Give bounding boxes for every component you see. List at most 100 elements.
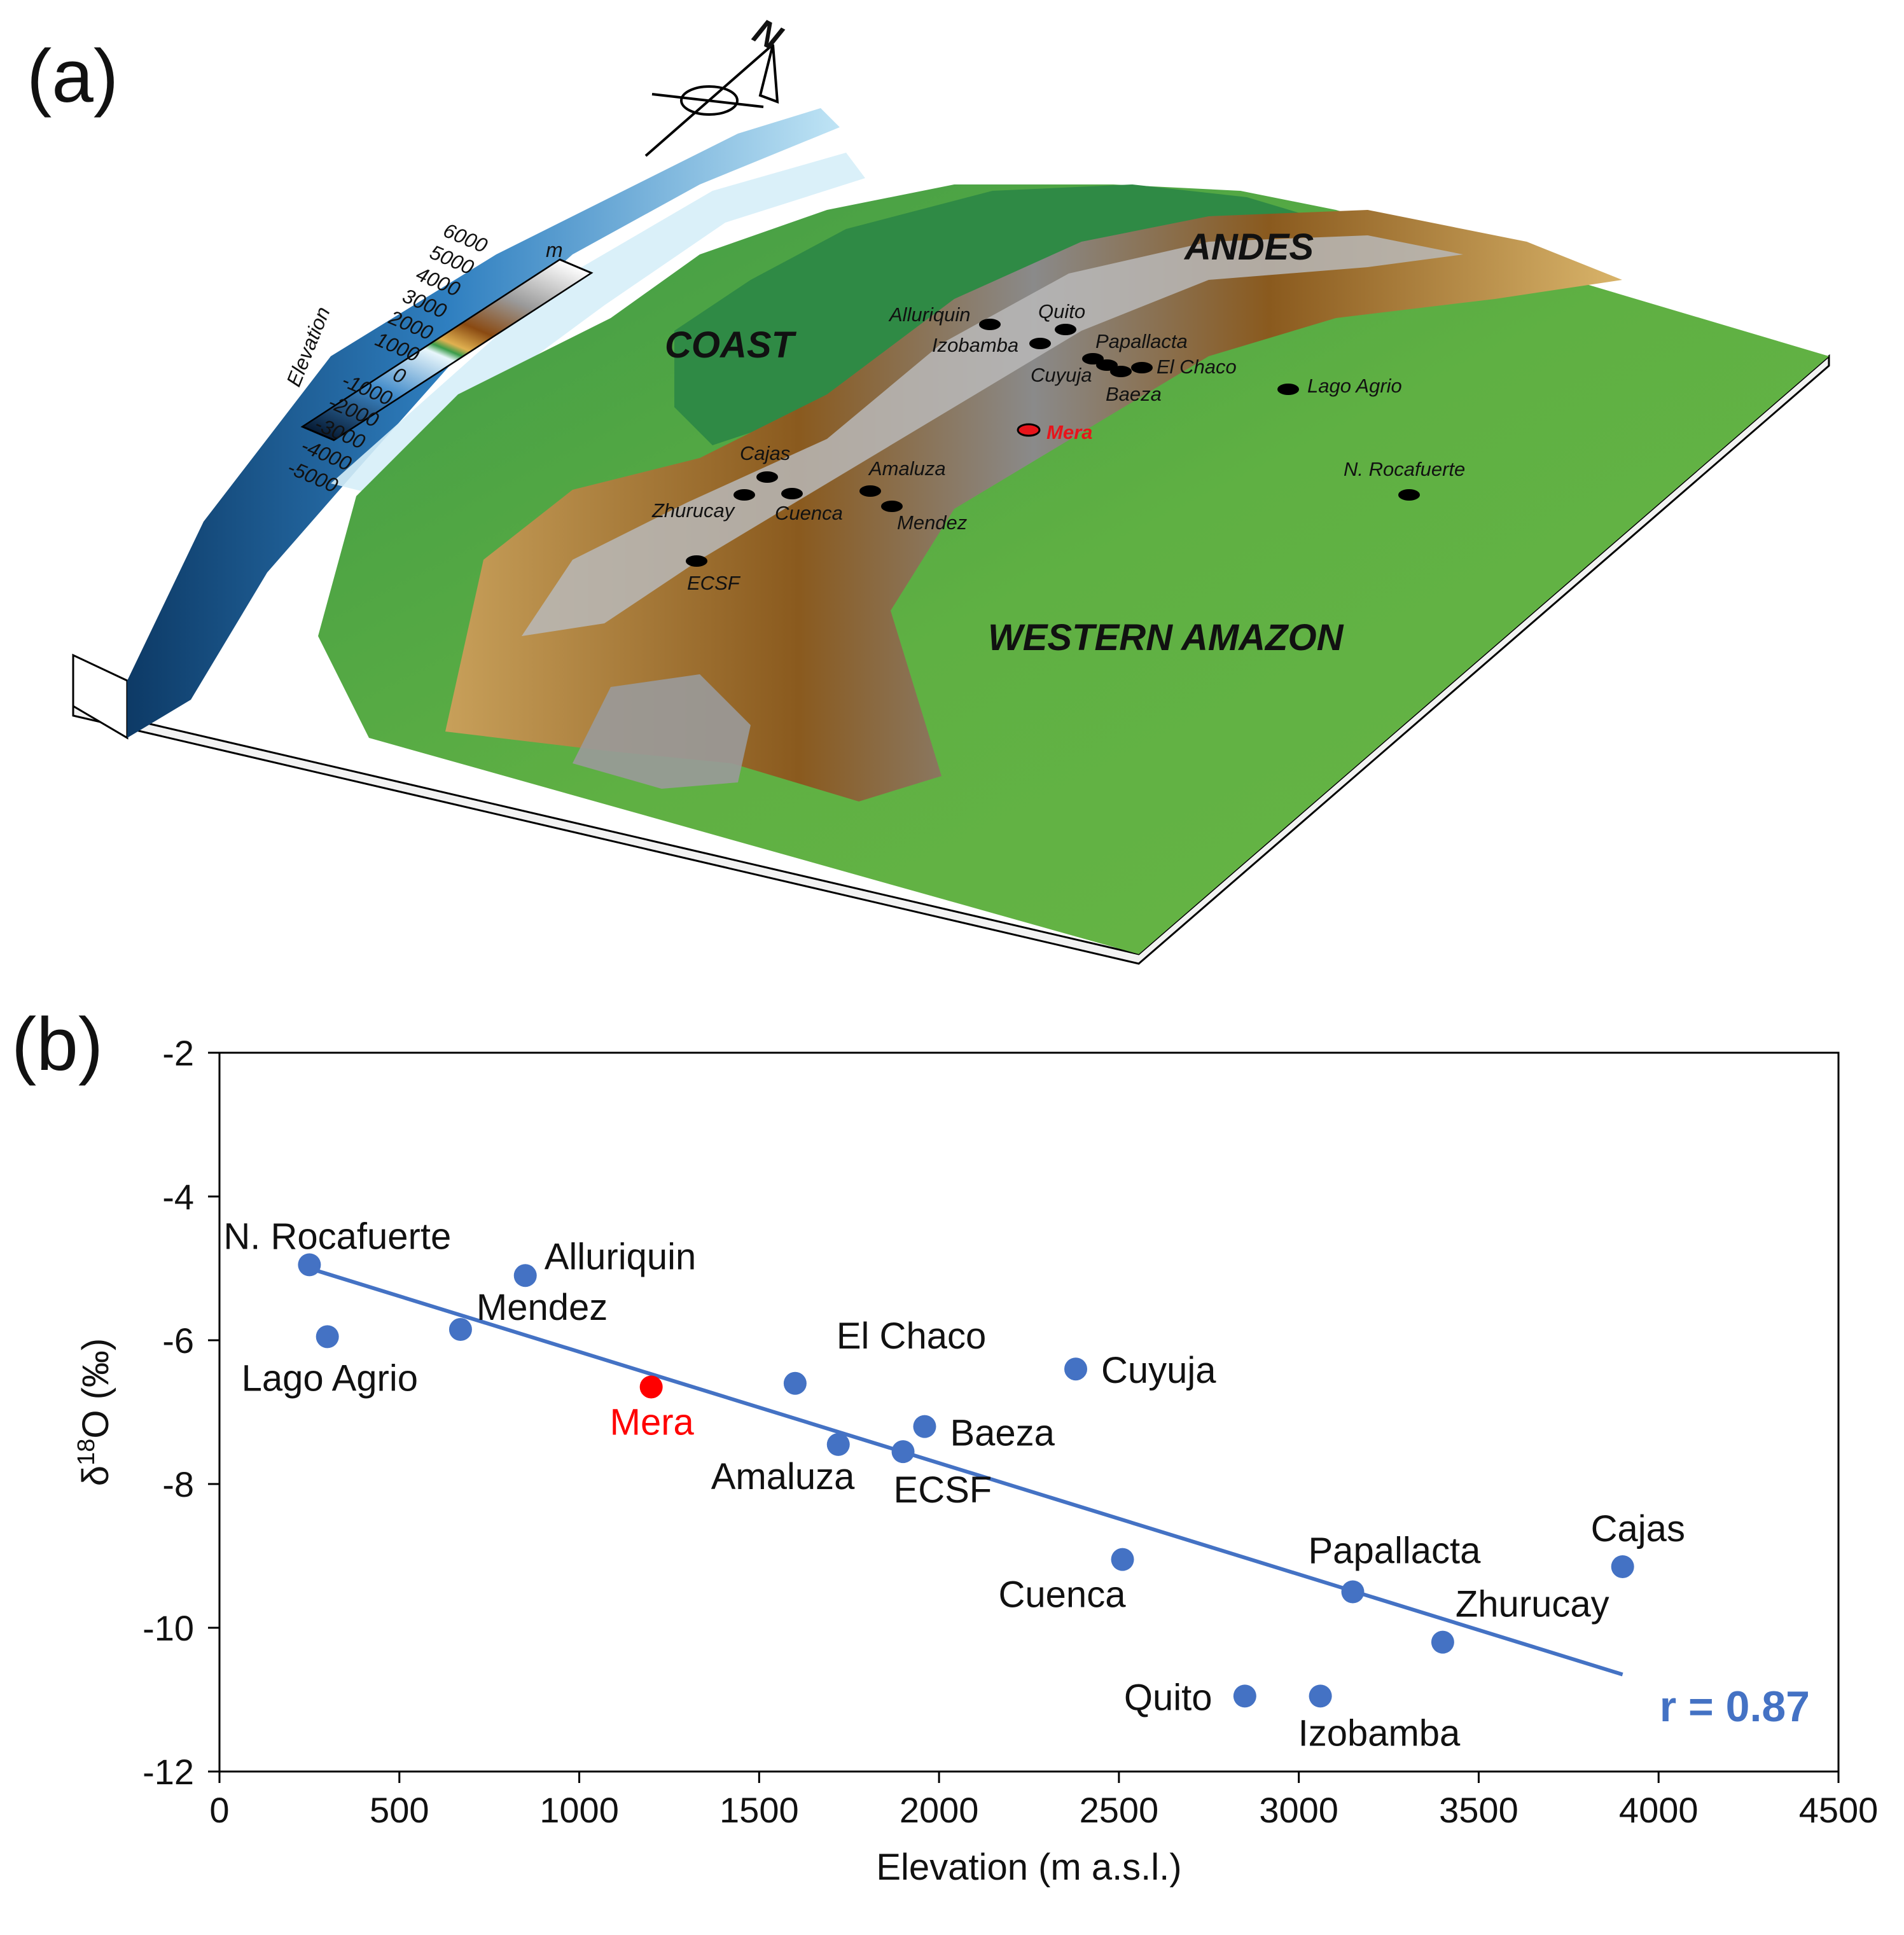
data-point-label: Lago Agrio <box>242 1357 418 1399</box>
y-tick-label: -6 <box>162 1321 194 1361</box>
data-point <box>1309 1684 1332 1708</box>
data-point <box>1611 1555 1634 1578</box>
andes-crest <box>522 235 1463 636</box>
data-point <box>891 1440 915 1464</box>
x-axis: 0 500 1000 1500 2000 2500 3000 3500 4000 4500 <box>209 1772 1878 1830</box>
data-point-label: N. Rocafuerte <box>223 1216 451 1257</box>
data-point-highlight <box>639 1375 663 1399</box>
site-marker <box>781 488 803 499</box>
site-label: Alluriquin <box>888 303 971 326</box>
site-marker <box>1277 384 1299 395</box>
site-marker <box>1029 338 1051 349</box>
data-point <box>513 1264 537 1287</box>
site-labels: Alluriquin Quito Izobamba Papallacta Cuy… <box>651 300 1465 594</box>
data-point-label: Mendez <box>476 1287 608 1328</box>
data-point-label: Cajas <box>1591 1508 1685 1550</box>
data-point <box>448 1318 472 1342</box>
region-label-coast: COAST <box>665 324 797 366</box>
site-label: Lago Agrio <box>1307 375 1402 397</box>
panel-a-letter: (a) <box>27 34 118 118</box>
site-label: Cajas <box>740 442 790 464</box>
site-marker <box>1110 366 1132 377</box>
site-marker <box>756 471 778 483</box>
site-label: N. Rocafuerte <box>1344 458 1465 480</box>
data-point-label: Cuenca <box>999 1574 1127 1616</box>
data-point-label: Quito <box>1124 1677 1213 1718</box>
x-tick-label: 2500 <box>1080 1790 1159 1830</box>
x-tick-label: 2000 <box>900 1790 979 1830</box>
ocean-surface <box>127 108 840 738</box>
regression-line <box>309 1266 1623 1677</box>
site-markers <box>686 319 1420 567</box>
y-tick-label: -4 <box>162 1177 194 1217</box>
region-label-andes: ANDES <box>1183 226 1314 268</box>
data-point-label: ECSF <box>894 1469 992 1511</box>
x-tick-label: 3000 <box>1259 1790 1338 1830</box>
x-tick-label: 500 <box>370 1790 429 1830</box>
site-label: Cuenca <box>775 502 843 524</box>
y-tick-label: -2 <box>162 1033 194 1073</box>
site-label: Quito <box>1038 300 1085 322</box>
panel-a-map: (a) N 6000 5000 4000 3000 2000 1000 0 -1000 -200… <box>27 10 1830 965</box>
data-point <box>913 1415 936 1438</box>
data-point-label: Izobamba <box>1298 1712 1461 1754</box>
plot-frame <box>218 1051 1840 1773</box>
y-tick-label: -8 <box>162 1464 194 1504</box>
data-point <box>1431 1630 1454 1654</box>
map-base-left <box>72 653 129 740</box>
site-label: Mendez <box>897 511 968 534</box>
elevation-colorbar <box>300 258 594 441</box>
panel-b-letter: (b) <box>11 1002 103 1086</box>
site-marker <box>1096 359 1118 371</box>
southern-highlands <box>573 674 751 789</box>
x-tick-label: 4500 <box>1799 1790 1879 1830</box>
data-point-labels: N. Rocafuerte Lago Agrio Mendez Alluriquin M… <box>223 1216 1685 1754</box>
data-point <box>316 1325 339 1349</box>
x-tick-label: 1000 <box>539 1790 619 1830</box>
panel-b-scatter: (b) 0 500 1000 1500 2000 2500 3000 3500 4000 4500… <box>0 980 1904 1935</box>
site-marker <box>1055 324 1076 335</box>
data-point-label: El Chaco <box>837 1315 986 1357</box>
site-marker-mera <box>1017 423 1041 437</box>
site-marker <box>1131 362 1153 373</box>
data-point <box>298 1253 321 1277</box>
data-point <box>826 1432 850 1456</box>
x-axis-title: Elevation (m a.s.l.) <box>876 1847 1181 1888</box>
y-axis-title: δ18O (‰) <box>73 1338 116 1486</box>
colorbar-unit: m <box>546 239 563 261</box>
site-label-mera: Mera <box>1046 421 1092 443</box>
andes-cordillera <box>445 210 1622 801</box>
site-marker <box>1398 489 1420 501</box>
data-point <box>1111 1548 1134 1571</box>
site-label: Baeza <box>1106 383 1162 405</box>
site-marker <box>733 489 755 501</box>
site-marker <box>1082 353 1104 364</box>
data-point <box>783 1371 807 1395</box>
y-tick-label: -12 <box>142 1752 194 1792</box>
terrain-map: (a) N 6000500040003000200010000-1000-200… <box>27 10 1830 965</box>
north-arrow-icon <box>644 43 779 157</box>
site-label: ECSF <box>687 572 741 594</box>
data-point <box>1341 1580 1365 1604</box>
y-tick-label: -10 <box>142 1608 194 1648</box>
x-tick-label: 3500 <box>1439 1790 1518 1830</box>
site-label: Zhurucay <box>651 499 736 522</box>
data-point-label: Papallacta <box>1309 1530 1482 1572</box>
data-point-label: Cuyuja <box>1101 1350 1216 1391</box>
data-point <box>1064 1357 1088 1381</box>
site-marker <box>881 501 903 512</box>
data-point <box>1233 1684 1256 1708</box>
site-marker <box>686 555 707 567</box>
scatter-chart: (b) 0 500 1000 1500 2000 2500 3000 3500 4000 4500… <box>11 1002 1878 1888</box>
site-label: Amaluza <box>868 457 946 480</box>
y-axis: -12 -10 -8 -6 -4 -2 <box>142 1033 219 1792</box>
data-point-label: Baeza <box>950 1413 1055 1454</box>
site-label: Izobamba <box>932 334 1018 356</box>
data-point-label: Amaluza <box>711 1456 855 1497</box>
data-point-label: Alluriquin <box>545 1236 697 1277</box>
x-tick-label: 0 <box>209 1790 229 1830</box>
x-tick-label: 1500 <box>719 1790 799 1830</box>
data-point-label: Zhurucay <box>1456 1584 1609 1625</box>
north-label: N <box>747 10 789 58</box>
data-point-label: Mera <box>610 1401 695 1443</box>
